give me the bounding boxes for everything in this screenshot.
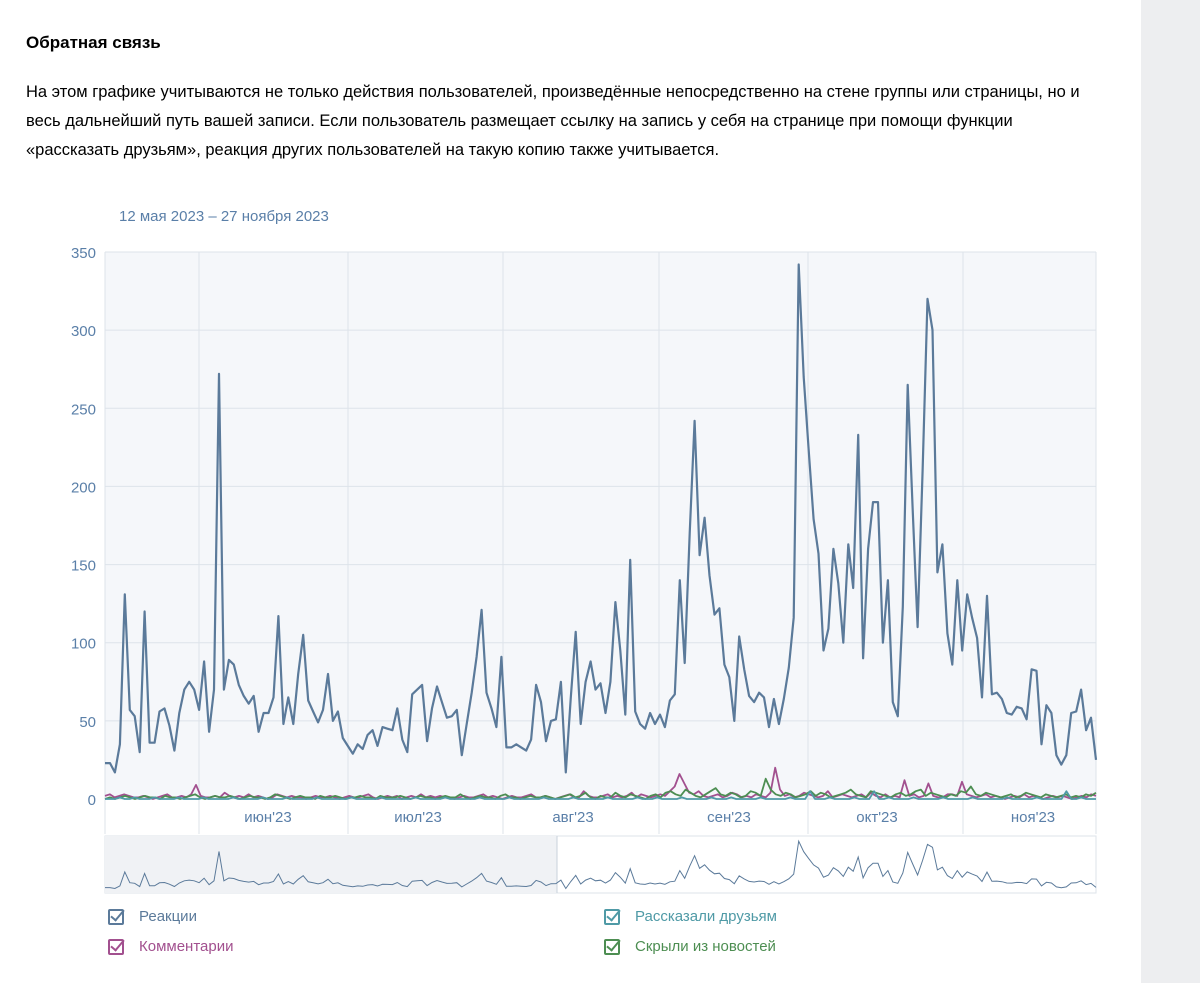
y-tick-label: 250 (71, 401, 96, 418)
y-tick-label: 150 (71, 558, 96, 575)
right-sidebar-background (1141, 0, 1200, 983)
legend-item-hidden[interactable]: Скрыли из новостей (604, 938, 776, 955)
legend-item-shared[interactable]: Рассказали друзьям (604, 908, 777, 925)
series-line (105, 263, 1098, 774)
feedback-chart[interactable]: 0 50 100 150 200 250 300 350 июн'23 июл'23 авг'23 с… (0, 0, 1141, 983)
feedback-section: Обратная связь На этом графике учитывают… (0, 0, 1141, 983)
navigator-series-line (105, 839, 1097, 890)
series-line (104, 777, 1097, 800)
y-tick-label: 50 (79, 714, 96, 731)
y-tick-label: 200 (71, 479, 96, 496)
y-tick-label: 300 (71, 323, 96, 340)
y-tick-label: 350 (71, 245, 96, 262)
y-tick-label: 100 (71, 636, 96, 653)
x-tick-label: июн'23 (244, 809, 291, 826)
legend-item-comments[interactable]: Комментарии (108, 938, 233, 955)
series-line (105, 790, 1096, 800)
navigator-mask (105, 836, 557, 893)
x-tick-label: ноя'23 (1011, 809, 1055, 826)
date-range-label[interactable]: 12 мая 2023 – 27 ноября 2023 (119, 208, 329, 225)
section-description: На этом графике учитываются не только де… (26, 83, 1080, 159)
legend-label: Скрыли из новостей (635, 938, 776, 955)
x-tick-label: окт'23 (856, 809, 898, 826)
section-title: Обратная связь (26, 33, 161, 52)
x-tick-label: сен'23 (707, 809, 751, 826)
y-tick-label: 0 (88, 792, 96, 809)
checkbox-checked-icon (604, 908, 620, 925)
checkbox-checked-icon (108, 938, 124, 955)
legend-label: Комментарии (139, 938, 234, 955)
checkbox-checked-icon (108, 908, 124, 925)
legend-label: Рассказали друзьям (635, 908, 777, 925)
legend-label: Реакции (139, 908, 197, 925)
x-tick-label: авг'23 (552, 809, 593, 826)
x-tick-label: июл'23 (394, 809, 442, 826)
checkbox-checked-icon (604, 938, 620, 955)
legend-item-reactions[interactable]: Реакции (108, 908, 197, 925)
plot-area (105, 252, 1096, 799)
